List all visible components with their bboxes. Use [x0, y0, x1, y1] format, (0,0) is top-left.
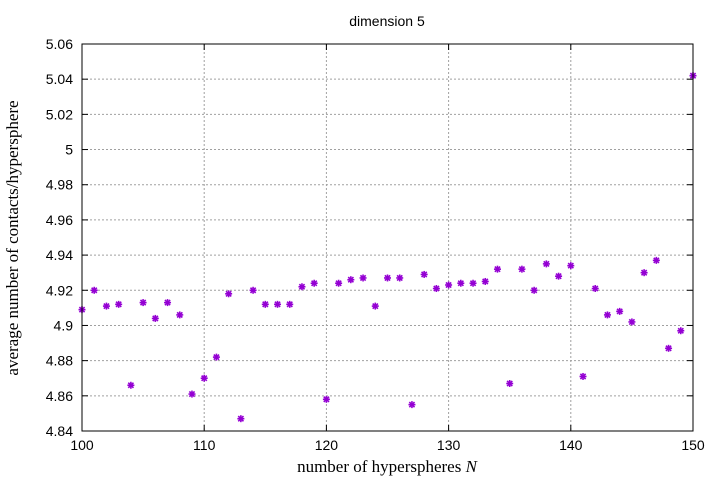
- data-point: [164, 299, 172, 307]
- data-point: [640, 269, 648, 277]
- data-point: [457, 279, 465, 287]
- data-point: [274, 300, 282, 308]
- x-tick-label: 120: [315, 437, 339, 453]
- data-point: [139, 299, 147, 307]
- x-tick-label: 140: [559, 437, 583, 453]
- data-point: [408, 401, 416, 409]
- data-point: [530, 286, 538, 294]
- data-point: [542, 260, 550, 268]
- y-tick-label: 4.84: [46, 423, 73, 439]
- data-point: [176, 311, 184, 319]
- data-point: [555, 272, 563, 280]
- data-point: [481, 277, 489, 285]
- y-tick-label: 5.04: [46, 71, 73, 87]
- data-point: [384, 274, 391, 282]
- data-point: [665, 344, 673, 352]
- axis-ticks: [81, 43, 694, 432]
- data-point: [127, 381, 135, 389]
- y-tick-label: 4.86: [46, 388, 73, 404]
- data-point: [396, 274, 404, 282]
- x-tick-label: 150: [681, 437, 705, 453]
- data-point: [677, 327, 685, 335]
- data-point: [347, 276, 355, 284]
- data-point: [506, 380, 514, 388]
- data-point: [261, 300, 269, 308]
- data-point: [200, 374, 208, 382]
- data-point: [445, 281, 453, 289]
- data-point: [628, 318, 636, 326]
- data-point: [115, 300, 123, 308]
- data-point: [237, 415, 245, 423]
- data-point: [310, 279, 318, 287]
- y-tick-label: 4.96: [46, 212, 73, 228]
- y-tick-label: 4.88: [46, 353, 73, 369]
- data-point: [579, 372, 587, 380]
- data-point: [567, 262, 575, 270]
- data-point: [616, 307, 624, 315]
- x-tick-label: 110: [193, 437, 216, 453]
- data-point: [298, 283, 306, 291]
- chart-title: dimension 5: [349, 13, 425, 29]
- y-tick-label: 5: [65, 142, 73, 158]
- data-point: [359, 274, 367, 282]
- data-point: [249, 286, 257, 294]
- x-tick-label: 130: [437, 437, 461, 453]
- data-point: [493, 265, 501, 273]
- data-points: [78, 72, 697, 423]
- grid-lines: [82, 44, 693, 431]
- data-point: [603, 311, 611, 319]
- y-tick-label: 5.02: [46, 106, 73, 122]
- y-tick-labels: 4.84 4.86 4.88 4.9 4.92 4.94 4.96 4.98 5 5.02 5.04…: [46, 36, 73, 439]
- x-axis-label-text: number of hyperspheres: [297, 457, 461, 476]
- y-tick-label: 5.06: [46, 36, 73, 52]
- y-tick-label: 4.94: [46, 247, 73, 263]
- data-point: [212, 353, 220, 361]
- data-point: [518, 265, 526, 273]
- x-tick-label: 100: [70, 437, 94, 453]
- x-axis-label: number of hyperspheres N: [297, 457, 479, 476]
- data-point: [652, 256, 660, 264]
- data-point: [371, 302, 379, 310]
- x-axis-label-variable: N: [465, 457, 479, 476]
- data-point: [322, 395, 330, 403]
- x-tick-labels: 100 110 120 130 140 150: [70, 437, 705, 453]
- y-tick-label: 4.98: [46, 177, 73, 193]
- data-point: [286, 300, 294, 308]
- data-point: [151, 314, 159, 322]
- y-tick-label: 4.92: [46, 282, 73, 298]
- data-point: [188, 390, 196, 398]
- data-point: [225, 290, 233, 298]
- data-point: [90, 286, 98, 294]
- y-axis-label: average number of contacts/hypersphere: [3, 100, 22, 375]
- data-point: [469, 279, 477, 287]
- data-point: [420, 270, 428, 278]
- plot-frame: [81, 43, 694, 432]
- data-point: [335, 279, 343, 287]
- data-point: [591, 285, 599, 293]
- data-point: [102, 302, 110, 310]
- data-point: [432, 285, 440, 293]
- y-tick-label: 4.9: [54, 317, 74, 333]
